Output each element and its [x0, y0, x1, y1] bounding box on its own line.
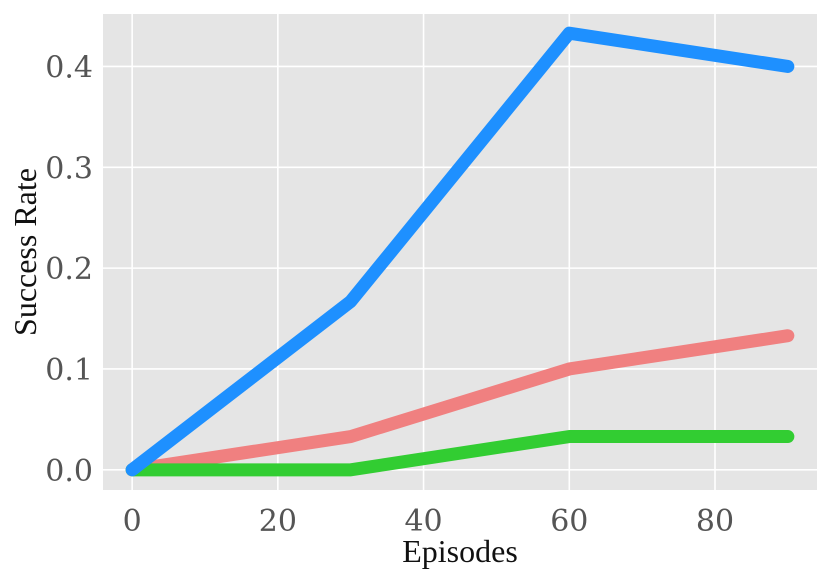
x-tick-label: 40 — [404, 504, 442, 539]
y-tick-label: 0.3 — [45, 151, 93, 186]
x-axis-title: Episodes — [402, 533, 518, 569]
series-line-1 — [125, 430, 795, 477]
x-tick-labels: 0 20 40 60 80 — [123, 504, 734, 539]
x-tick-label: 0 — [123, 504, 142, 539]
plot-area — [103, 14, 817, 490]
series-line-2 — [125, 26, 795, 477]
y-tick-label: 0.4 — [45, 50, 93, 85]
x-tick-label: 20 — [259, 504, 297, 539]
x-tick-label: 60 — [550, 504, 588, 539]
series-line-0 — [125, 329, 795, 477]
series-lines — [125, 26, 795, 477]
y-tick-label: 0.2 — [45, 252, 93, 287]
y-tick-label: 0.0 — [45, 454, 93, 489]
y-tick-label: 0.1 — [45, 353, 93, 388]
y-axis-title: Success Rate — [7, 168, 43, 336]
y-tick-labels: 0.0 0.1 0.2 0.3 0.4 — [45, 50, 93, 488]
x-tick-label: 80 — [696, 504, 734, 539]
